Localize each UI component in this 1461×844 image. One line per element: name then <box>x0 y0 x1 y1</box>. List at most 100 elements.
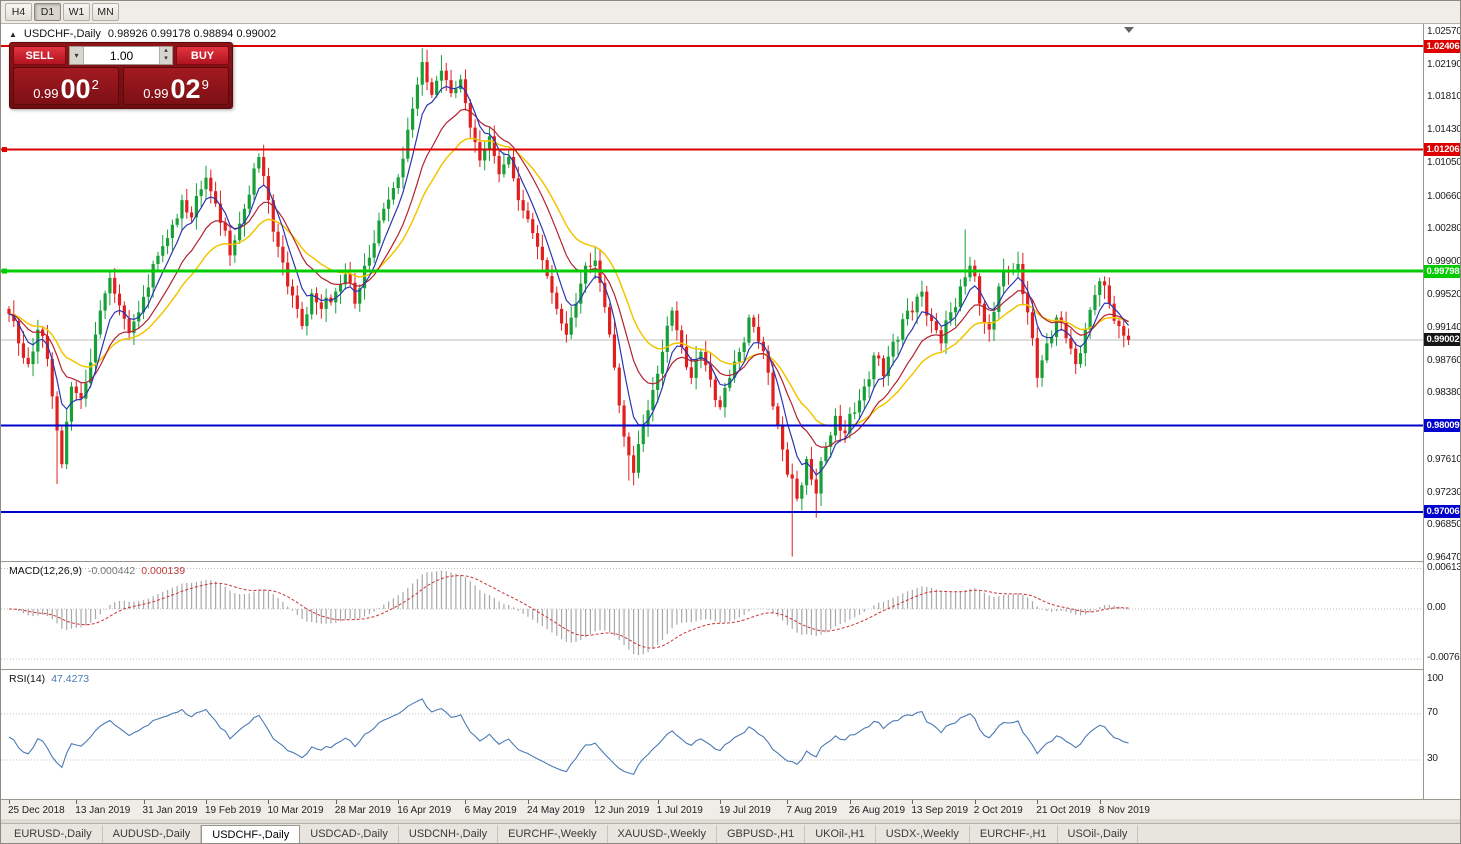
time-axis-tick <box>974 800 976 804</box>
time-axis-tick <box>335 800 337 804</box>
price-axis-label: 0.99520 <box>1427 289 1461 301</box>
timeframe-button-h4[interactable]: H4 <box>5 3 32 21</box>
level-price-tag: 1.01206 <box>1424 143 1460 157</box>
sell-button[interactable]: SELL <box>13 46 66 65</box>
volume-down-icon[interactable]: ▾ <box>164 55 168 62</box>
price-axis-label: 1.02190 <box>1427 58 1461 70</box>
chart-title: ▲ USDCHF-,Daily 0.98926 0.99178 0.98894 … <box>9 28 276 40</box>
time-axis-label: 26 Aug 2019 <box>848 805 906 816</box>
chart-symbol-label: USDCHF-,Daily <box>23 28 101 40</box>
volume-control: ▾ ▴▾ <box>69 46 173 65</box>
level-price-tag: 0.99798 <box>1424 264 1460 278</box>
time-axis-tick <box>912 800 914 804</box>
time-axis-label: 2 Oct 2019 <box>973 805 1023 816</box>
time-axis-tick <box>1037 800 1039 804</box>
price-chart-panel[interactable]: ▲ USDCHF-,Daily 0.98926 0.99178 0.98894 … <box>1 24 1423 561</box>
time-axis-label: 25 Dec 2018 <box>8 805 65 816</box>
time-axis-tick <box>657 800 659 804</box>
time-axis-tick <box>398 800 400 804</box>
time-axis-tick <box>849 800 851 804</box>
rsi-panel[interactable]: RSI(14) 47.4273 <box>1 669 1423 799</box>
candlestick-chart[interactable] <box>1 24 1423 561</box>
timeframe-button-mn[interactable]: MN <box>92 3 119 21</box>
chart-tab-audusd[interactable]: AUDUSD-,Daily <box>103 825 202 843</box>
chart-tab-usdx[interactable]: USDX-,Weekly <box>876 825 970 843</box>
timeframe-toolbar: H4 D1 W1 MN <box>1 1 1460 24</box>
chart-tab-eurchf[interactable]: EURCHF-,H1 <box>970 825 1058 843</box>
macd-axis-label: 0.00613 <box>1427 561 1461 573</box>
candles <box>7 48 1131 557</box>
price-axis-label: 1.01430 <box>1427 124 1461 136</box>
time-axis-tick <box>268 800 270 804</box>
time-axis-label: 28 Mar 2019 <box>334 805 391 816</box>
price-axis-label: 1.01050 <box>1427 157 1461 169</box>
rsi-label: RSI(14) 47.4273 <box>9 673 89 685</box>
macd-signal-value: 0.000139 <box>141 565 186 577</box>
level-price-tag: 0.98009 <box>1424 418 1460 432</box>
chart-tab-usdcad[interactable]: USDCAD-,Daily <box>300 825 399 843</box>
volume-input[interactable] <box>84 47 159 64</box>
buy-price-display[interactable]: 0.99 02 9 <box>123 67 229 105</box>
chart-tab-usdchf[interactable]: USDCHF-,Daily <box>201 825 301 843</box>
price-axis-label: 0.99900 <box>1427 256 1461 268</box>
level-price-tag: 0.97006 <box>1424 505 1460 519</box>
chart-shift-marker-icon[interactable] <box>1124 27 1134 33</box>
time-axis-tick <box>76 800 78 804</box>
chart-tab-gbpusd[interactable]: GBPUSD-,H1 <box>717 825 806 843</box>
timeframe-button-d1[interactable]: D1 <box>34 3 61 21</box>
macd-name: MACD(12,26,9) <box>9 565 82 577</box>
chart-tab-xauusd[interactable]: XAUUSD-,Weekly <box>608 825 717 843</box>
time-axis-label: 10 Mar 2019 <box>267 805 324 816</box>
rsi-value: 47.4273 <box>51 673 90 685</box>
price-axis-label: 0.96850 <box>1427 519 1461 531</box>
price-axis-label: 1.02570 <box>1427 25 1461 37</box>
time-axis-label: 21 Oct 2019 <box>1036 805 1091 816</box>
rsi-line <box>8 698 1129 776</box>
time-axis-label: 12 Jun 2019 <box>594 805 650 816</box>
time-axis-label: 6 May 2019 <box>464 805 517 816</box>
time-axis: 25 Dec 2018 13 Jan 2019 31 Jan 2019 19 Feb … <box>1 799 1460 819</box>
horizontal-level-lines[interactable] <box>1 45 1423 513</box>
time-axis-tick <box>465 800 467 804</box>
price-axis-label: 0.97610 <box>1427 453 1461 465</box>
chart-tab-eurchf[interactable]: EURCHF-,Weekly <box>498 825 608 843</box>
rsi-axis-label: 30 <box>1427 753 1438 764</box>
chart-tab-eurusd[interactable]: EURUSD-,Daily <box>4 825 103 843</box>
chart-tab-ukoil[interactable]: UKOil-,H1 <box>805 825 876 843</box>
rsi-axis-label: 70 <box>1427 707 1438 718</box>
buy-price-sup: 9 <box>201 77 209 92</box>
chart-tab-usoil[interactable]: USOil-,Daily <box>1058 825 1139 843</box>
price-axis-label: 0.98380 <box>1427 387 1461 399</box>
macd-main-value: -0.000442 <box>87 565 136 577</box>
chart-tabs-bar: EURUSD-,Daily AUDUSD-,Daily USDCHF-,Daily U… <box>1 823 1460 843</box>
sell-price-sup: 2 <box>91 77 99 92</box>
price-axis: 1.02570 1.02190 1.01810 1.01430 1.01050 1.006… <box>1423 24 1461 799</box>
sell-price-big: 00 <box>60 74 91 104</box>
rsi-plot <box>1 698 1423 776</box>
ma-mid-line <box>8 108 1129 448</box>
time-axis-label: 31 Jan 2019 <box>142 805 198 816</box>
chart-tab-usdcnh[interactable]: USDCNH-,Daily <box>399 825 499 843</box>
timeframe-button-w1[interactable]: W1 <box>63 3 90 21</box>
collapse-trade-panel-icon[interactable]: ▲ <box>9 29 17 39</box>
time-axis-label: 7 Aug 2019 <box>786 805 838 816</box>
ma-fast-line <box>8 85 1130 476</box>
sell-price-display[interactable]: 0.99 00 2 <box>13 67 119 105</box>
buy-button[interactable]: BUY <box>176 46 229 65</box>
volume-up-icon[interactable]: ▴ <box>164 47 168 54</box>
time-axis-tick <box>206 800 207 804</box>
macd-plot <box>1 568 1423 660</box>
price-axis-label: 0.99140 <box>1427 321 1461 333</box>
time-axis-tick <box>143 800 145 804</box>
timeframe-buttons: H4 D1 W1 MN <box>5 3 119 21</box>
time-axis-tick <box>1099 800 1101 804</box>
buy-price-small: 0.99 <box>143 86 169 101</box>
volume-dropdown-icon[interactable]: ▾ <box>70 47 84 64</box>
macd-panel[interactable]: MACD(12,26,9) -0.000442 0.000139 <box>1 561 1423 669</box>
time-axis-tick <box>9 800 10 804</box>
rsi-name: RSI(14) <box>9 673 46 685</box>
chart-scrollbar[interactable] <box>1 819 1460 823</box>
